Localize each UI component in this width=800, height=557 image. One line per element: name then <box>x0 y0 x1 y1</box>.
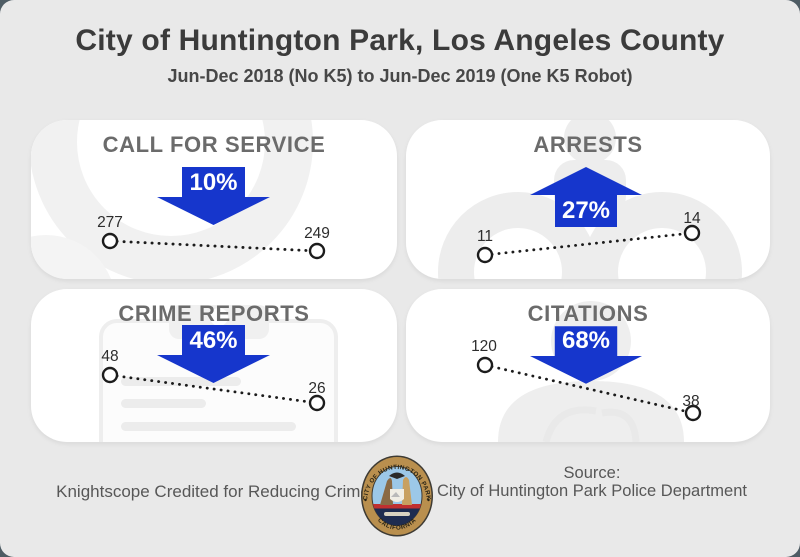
panel-citations: CITATIONS 68% 120 38 <box>406 289 770 442</box>
page-subtitle: Jun-Dec 2018 (No K5) to Jun-Dec 2019 (On… <box>167 66 633 86</box>
credit-text: Knightscope Credited for Reducing Crime <box>56 482 370 501</box>
end-value: 26 <box>308 380 326 397</box>
decrease-arrow-icon: 46% <box>157 325 270 383</box>
panel-crime-reports: CRIME REPORTS 46% 48 26 <box>31 289 397 442</box>
start-value: 277 <box>97 214 123 231</box>
end-value: 38 <box>682 393 700 410</box>
increase-arrow-icon: 27% <box>530 167 642 227</box>
start-value: 11 <box>476 228 494 245</box>
trend-line-chart <box>101 232 326 260</box>
start-value: 48 <box>101 348 119 365</box>
percent-change: 68% <box>561 327 611 354</box>
source-value: City of Huntington Park Police Departmen… <box>437 482 747 500</box>
city-seal-logo: CITY OF HUNTINGTON PARK CALIFORNIA <box>361 455 433 537</box>
end-value: 249 <box>304 225 330 242</box>
trend-line-chart <box>476 356 702 422</box>
start-value: 120 <box>471 338 497 355</box>
percent-change: 46% <box>189 327 238 354</box>
phone-icon <box>31 120 313 279</box>
source-label: Source: <box>563 464 621 482</box>
trend-line-chart <box>476 224 701 264</box>
panel-title: CALL FOR SERVICE <box>102 132 326 157</box>
decrease-arrow-icon: 10% <box>157 167 270 225</box>
panel-title: ARRESTS <box>533 132 643 157</box>
end-value: 14 <box>683 210 701 227</box>
percent-change: 27% <box>561 197 611 224</box>
panel-arrests: ARRESTS 27% 11 14 <box>406 120 770 279</box>
trend-line-chart <box>101 366 326 412</box>
percent-change: 10% <box>189 169 238 196</box>
panel-call-for-service: CALL FOR SERVICE 10% 277 249 <box>31 120 397 279</box>
report-icon <box>99 305 338 442</box>
page-title: City of Huntington Park, Los Angeles Cou… <box>75 24 725 57</box>
source-block: Source: City of Huntington Park Police D… <box>437 464 747 500</box>
decrease-arrow-icon: 68% <box>530 325 642 385</box>
panel-title: CITATIONS <box>527 301 649 326</box>
panel-title: CRIME REPORTS <box>118 301 310 326</box>
